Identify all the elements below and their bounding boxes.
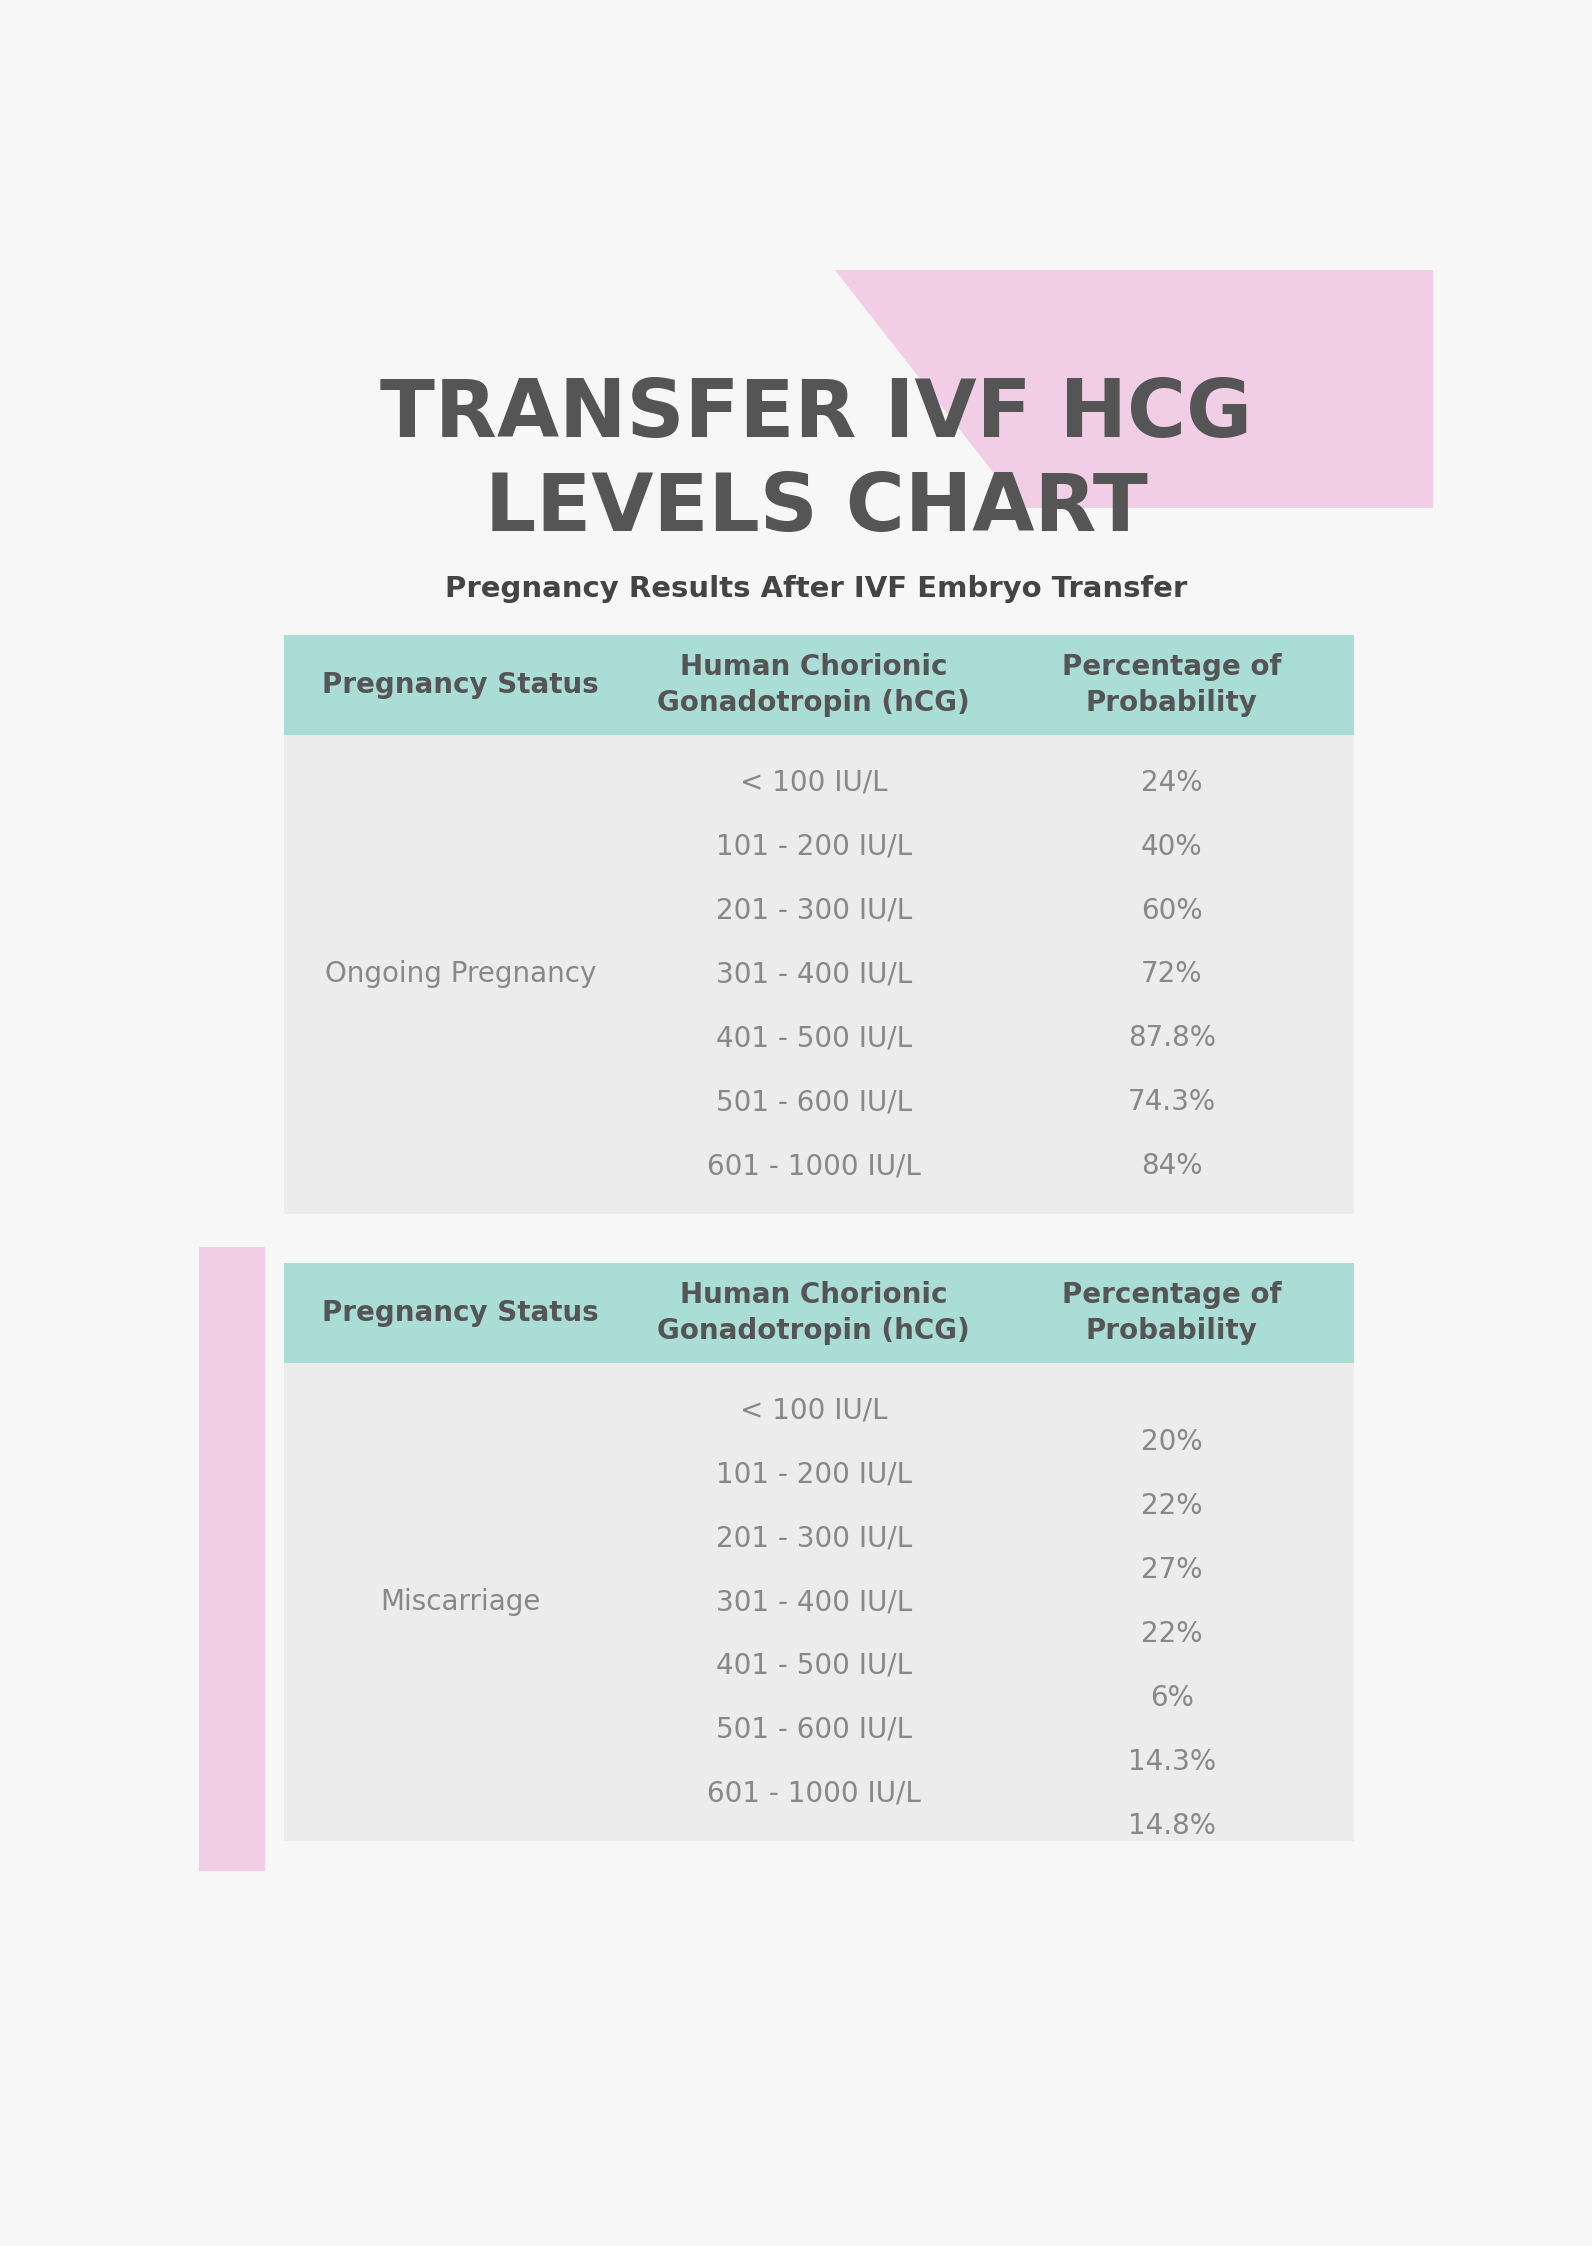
Text: 101 - 200 IU/L: 101 - 200 IU/L: [715, 1460, 912, 1489]
Text: 501 - 600 IU/L: 501 - 600 IU/L: [715, 1716, 912, 1743]
Text: 601 - 1000 IU/L: 601 - 1000 IU/L: [707, 1152, 920, 1179]
Text: 87.8%: 87.8%: [1129, 1024, 1216, 1053]
Text: < 100 IU/L: < 100 IU/L: [740, 1397, 887, 1424]
Text: 6%: 6%: [1149, 1684, 1194, 1711]
Text: 72%: 72%: [1141, 961, 1202, 988]
Text: 40%: 40%: [1141, 833, 1202, 860]
Text: TRANSFER IVF HCG
LEVELS CHART: TRANSFER IVF HCG LEVELS CHART: [380, 377, 1251, 548]
Text: 201 - 300 IU/L: 201 - 300 IU/L: [715, 896, 912, 925]
Text: Human Chorionic
Gonadotropin (hCG): Human Chorionic Gonadotropin (hCG): [657, 1280, 970, 1345]
Text: 60%: 60%: [1141, 896, 1202, 925]
Polygon shape: [199, 1247, 264, 1871]
Text: 14.8%: 14.8%: [1129, 1813, 1216, 1839]
FancyBboxPatch shape: [285, 1363, 1353, 1842]
Text: 74.3%: 74.3%: [1127, 1089, 1216, 1116]
Text: Percentage of
Probability: Percentage of Probability: [1062, 1280, 1282, 1345]
FancyBboxPatch shape: [285, 636, 1353, 734]
Text: 84%: 84%: [1141, 1152, 1202, 1179]
FancyBboxPatch shape: [285, 734, 1353, 1213]
Text: 14.3%: 14.3%: [1127, 1747, 1216, 1777]
Text: 27%: 27%: [1141, 1556, 1202, 1583]
Text: 501 - 600 IU/L: 501 - 600 IU/L: [715, 1089, 912, 1116]
Text: 301 - 400 IU/L: 301 - 400 IU/L: [715, 1588, 912, 1617]
Text: Pregnancy Status: Pregnancy Status: [322, 672, 599, 699]
Text: Human Chorionic
Gonadotropin (hCG): Human Chorionic Gonadotropin (hCG): [657, 654, 970, 716]
FancyBboxPatch shape: [285, 1262, 1353, 1363]
Text: 401 - 500 IU/L: 401 - 500 IU/L: [715, 1651, 912, 1680]
Polygon shape: [834, 270, 1433, 508]
Text: 22%: 22%: [1141, 1491, 1202, 1521]
Text: Pregnancy Status: Pregnancy Status: [322, 1298, 599, 1327]
Text: 101 - 200 IU/L: 101 - 200 IU/L: [715, 833, 912, 860]
Text: 601 - 1000 IU/L: 601 - 1000 IU/L: [707, 1779, 920, 1808]
Text: 20%: 20%: [1141, 1428, 1202, 1455]
Text: 24%: 24%: [1141, 768, 1202, 797]
Text: 301 - 400 IU/L: 301 - 400 IU/L: [715, 961, 912, 988]
Text: Pregnancy Results After IVF Embryo Transfer: Pregnancy Results After IVF Embryo Trans…: [444, 575, 1188, 604]
Text: Ongoing Pregnancy: Ongoing Pregnancy: [325, 961, 597, 988]
Text: Percentage of
Probability: Percentage of Probability: [1062, 654, 1282, 716]
Text: 22%: 22%: [1141, 1619, 1202, 1649]
Text: Miscarriage: Miscarriage: [380, 1588, 541, 1617]
Text: 401 - 500 IU/L: 401 - 500 IU/L: [715, 1024, 912, 1053]
Text: 201 - 300 IU/L: 201 - 300 IU/L: [715, 1525, 912, 1552]
Text: < 100 IU/L: < 100 IU/L: [740, 768, 887, 797]
